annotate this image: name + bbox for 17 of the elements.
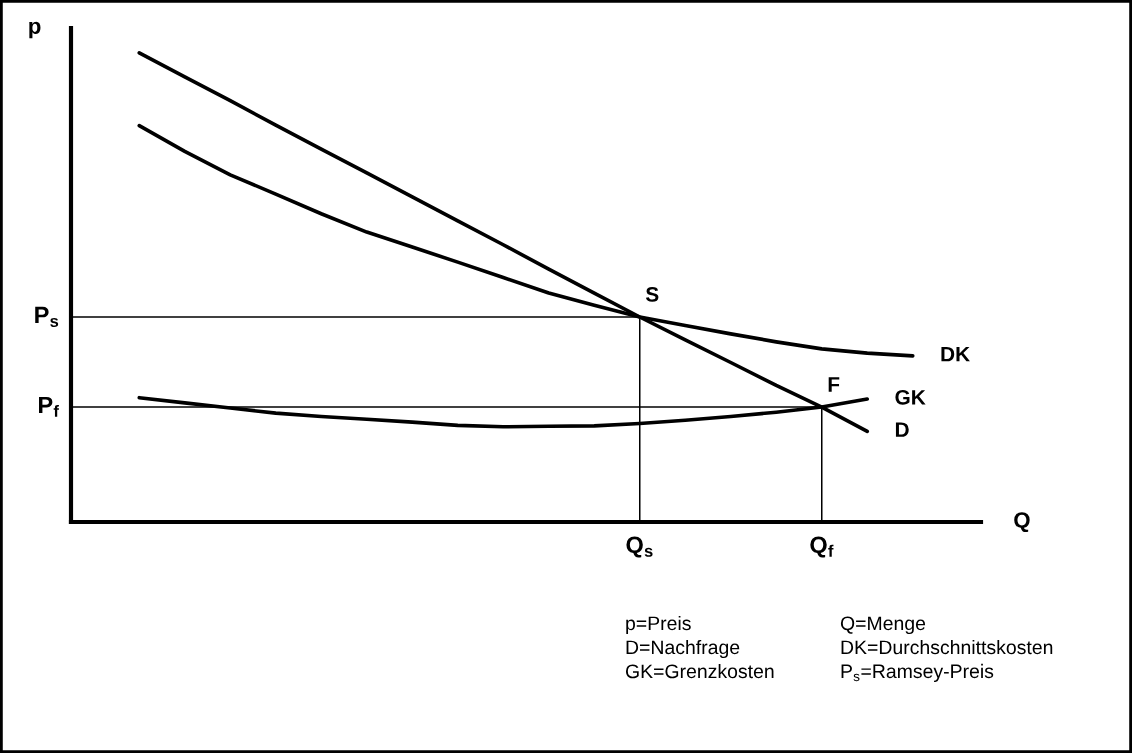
- x-tick-label: Q$_{s}$: [626, 536, 653, 558]
- ref-line-label: P$_{f}$: [39, 396, 59, 417]
- x-axis-title: Q: [1014, 512, 1030, 533]
- series-label: GK: [895, 389, 926, 405]
- annotation: F: [828, 377, 840, 392]
- text: Q=Menge: [840, 616, 926, 635]
- text: DK=Durchschnittskosten: [841, 639, 1053, 655]
- text: GK=Grenzkosten: [625, 663, 774, 679]
- text: p=Preis: [626, 615, 691, 635]
- ref-line-label: P$_{s}$: [35, 306, 59, 327]
- text: D=Nachfrage: [626, 639, 740, 659]
- x-tick-label: Q$_{f}$: [810, 536, 834, 558]
- series-label: DK: [941, 346, 970, 362]
- annotation: S: [645, 287, 659, 302]
- text: P$_{s}$=Ramsey-Preis: [841, 663, 994, 682]
- y-axis-title: p: [29, 21, 41, 39]
- series-label: D: [895, 422, 909, 437]
